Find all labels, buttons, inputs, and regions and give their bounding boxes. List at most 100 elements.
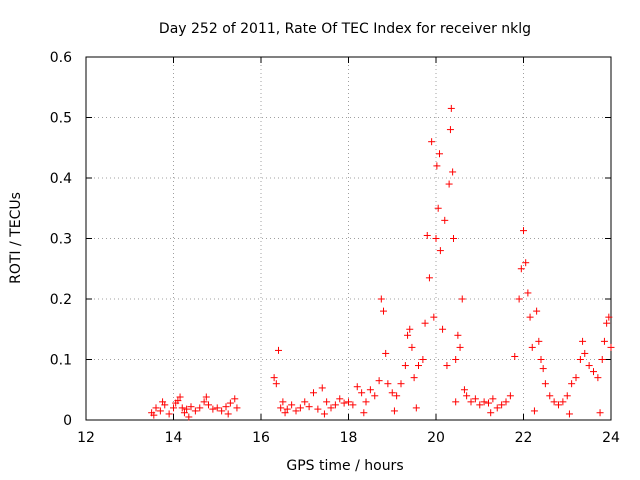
- data-point: [449, 168, 457, 176]
- data-point: [590, 368, 597, 376]
- data-point: [506, 392, 514, 400]
- data-point: [436, 150, 443, 158]
- y-tick-label: 0: [63, 413, 72, 429]
- data-point: [218, 407, 226, 415]
- data-point: [428, 138, 436, 146]
- data-point: [406, 325, 414, 333]
- data-point: [362, 398, 370, 406]
- data-point: [596, 409, 604, 417]
- data-point: [445, 180, 453, 188]
- data-point: [187, 403, 195, 411]
- data-point: [152, 404, 160, 412]
- chart-title: Day 252 of 2011, Rate Of TEC Index for r…: [159, 21, 531, 37]
- data-point: [170, 404, 177, 412]
- data-point: [537, 356, 545, 363]
- data-point: [467, 398, 475, 406]
- data-point: [183, 405, 191, 413]
- data-point: [598, 356, 606, 363]
- data-point: [535, 337, 543, 345]
- x-tick-label: 18: [340, 430, 358, 446]
- data-point: [202, 393, 210, 401]
- data-point: [314, 405, 322, 413]
- data-point: [340, 399, 348, 407]
- data-point: [393, 392, 401, 400]
- data-point: [533, 307, 541, 315]
- axis-ticks: 12 14 16 18 20 22 24 0 0.1 0.2 0.3 0.4 0.5 0.6: [50, 50, 620, 446]
- data-point: [331, 401, 339, 409]
- data-point: [493, 404, 501, 412]
- data-point: [454, 331, 462, 339]
- data-point: [439, 325, 447, 333]
- data-point: [161, 401, 169, 409]
- data-point: [310, 389, 317, 397]
- data-point: [180, 409, 188, 417]
- y-tick-label: 0.4: [50, 171, 72, 187]
- data-point: [441, 216, 449, 224]
- data-point: [433, 162, 441, 170]
- data-point: [277, 404, 285, 412]
- data-point: [196, 404, 204, 412]
- data-point: [353, 383, 361, 391]
- data-point: [425, 274, 433, 282]
- data-point: [456, 343, 464, 351]
- data-point: [320, 410, 328, 418]
- data-point: [526, 313, 534, 321]
- data-point: [375, 377, 383, 385]
- data-point: [209, 405, 217, 413]
- x-tick-label: 16: [252, 430, 270, 446]
- data-point: [520, 227, 527, 235]
- data-point: [336, 395, 344, 403]
- x-tick-label: 20: [427, 430, 445, 446]
- data-point: [480, 398, 488, 406]
- data-point: [279, 398, 287, 406]
- data-point: [421, 319, 429, 327]
- y-tick-label: 0.5: [50, 111, 72, 127]
- data-point: [568, 380, 576, 388]
- grid: [86, 57, 611, 420]
- data-point: [460, 386, 468, 394]
- data-point: [576, 356, 584, 363]
- data-point: [546, 392, 554, 400]
- data-point: [423, 231, 431, 239]
- data-point: [447, 104, 455, 112]
- data-point: [176, 393, 184, 401]
- data-point: [401, 362, 409, 370]
- data-point: [382, 349, 390, 357]
- data-point: [156, 407, 164, 415]
- data-point: [498, 401, 506, 409]
- data-point: [296, 404, 304, 412]
- data-point: [585, 362, 593, 370]
- x-tick-label: 24: [602, 430, 620, 446]
- data-point: [305, 403, 313, 411]
- data-point: [530, 407, 538, 415]
- data-point: [565, 410, 573, 418]
- data-point: [432, 235, 440, 242]
- data-point: [600, 337, 608, 345]
- data-point: [605, 313, 613, 321]
- y-tick-label: 0.2: [50, 292, 72, 308]
- data-point: [607, 343, 615, 351]
- data-point: [178, 404, 186, 412]
- data-point: [288, 401, 296, 409]
- data-point: [281, 409, 289, 417]
- data-point: [487, 409, 495, 417]
- data-point: [436, 247, 444, 255]
- data-point: [450, 235, 457, 242]
- data-point: [205, 401, 212, 409]
- y-tick-label: 0.1: [50, 353, 72, 369]
- data-point: [345, 398, 352, 406]
- data-point: [550, 398, 558, 406]
- data-point: [524, 289, 532, 297]
- data-point: [559, 398, 567, 406]
- data-point: [581, 349, 589, 357]
- data-point: [579, 337, 587, 345]
- data-point: [174, 397, 182, 405]
- data-point: [471, 395, 479, 403]
- data-point: [458, 295, 466, 303]
- data-point: [517, 265, 525, 273]
- data-point: [349, 401, 357, 409]
- data-point: [283, 405, 291, 413]
- data-point: [603, 319, 611, 327]
- data-point: [224, 410, 232, 418]
- data-point: [463, 392, 471, 400]
